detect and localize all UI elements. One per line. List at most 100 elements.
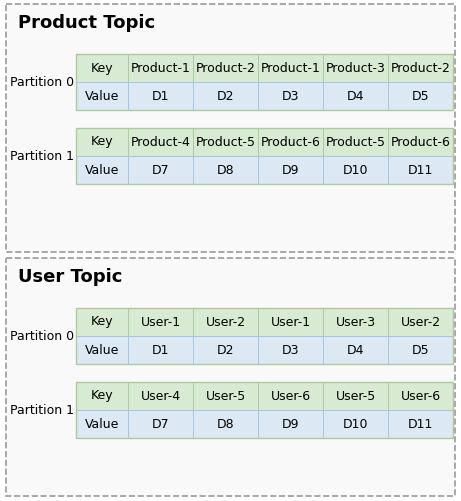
Bar: [76, 382, 128, 410]
Text: User-2: User-2: [401, 316, 441, 329]
Bar: [76, 54, 128, 82]
Bar: [323, 54, 388, 82]
Text: D8: D8: [217, 417, 234, 430]
Text: Value: Value: [85, 90, 119, 103]
Text: Product-3: Product-3: [325, 62, 385, 75]
Bar: [388, 336, 453, 364]
Bar: [193, 308, 258, 336]
Text: User-4: User-4: [141, 389, 181, 402]
Text: User-1: User-1: [141, 316, 181, 329]
Text: Product-5: Product-5: [195, 135, 255, 148]
Bar: [76, 54, 453, 110]
Text: User Topic: User Topic: [18, 268, 122, 286]
Text: User-1: User-1: [271, 316, 311, 329]
Bar: [6, 258, 455, 496]
Bar: [193, 336, 258, 364]
Bar: [128, 382, 193, 410]
Bar: [258, 156, 323, 184]
Text: User-6: User-6: [271, 389, 311, 402]
Bar: [128, 128, 193, 156]
Bar: [128, 82, 193, 110]
Bar: [258, 382, 323, 410]
Bar: [388, 382, 453, 410]
Text: Key: Key: [91, 316, 113, 329]
Text: Partition 0: Partition 0: [10, 76, 74, 89]
Bar: [76, 308, 453, 364]
Bar: [6, 4, 455, 252]
Text: D9: D9: [282, 417, 299, 430]
Text: Key: Key: [91, 389, 113, 402]
Text: Product-1: Product-1: [130, 62, 190, 75]
Text: D7: D7: [152, 417, 169, 430]
Text: D2: D2: [217, 90, 234, 103]
Text: D9: D9: [282, 163, 299, 176]
Bar: [76, 82, 128, 110]
Text: D4: D4: [347, 344, 364, 357]
Text: D5: D5: [412, 90, 429, 103]
Text: Product-6: Product-6: [390, 135, 450, 148]
Text: Product-4: Product-4: [130, 135, 190, 148]
Bar: [76, 336, 128, 364]
Bar: [193, 156, 258, 184]
Text: User-6: User-6: [401, 389, 441, 402]
Bar: [76, 128, 453, 184]
Text: User-2: User-2: [206, 316, 246, 329]
Bar: [193, 128, 258, 156]
Bar: [388, 82, 453, 110]
Text: D11: D11: [408, 163, 433, 176]
Text: D7: D7: [152, 163, 169, 176]
Text: Key: Key: [91, 135, 113, 148]
Text: Product-2: Product-2: [195, 62, 255, 75]
Bar: [128, 156, 193, 184]
Bar: [388, 128, 453, 156]
Bar: [323, 82, 388, 110]
Bar: [76, 410, 128, 438]
Text: User-3: User-3: [336, 316, 376, 329]
Bar: [128, 336, 193, 364]
Text: D3: D3: [282, 90, 299, 103]
Bar: [193, 410, 258, 438]
Bar: [128, 308, 193, 336]
Text: Product Topic: Product Topic: [18, 14, 155, 32]
Text: Product-5: Product-5: [325, 135, 385, 148]
Text: D10: D10: [343, 417, 368, 430]
Text: Value: Value: [85, 417, 119, 430]
Text: Partition 0: Partition 0: [10, 330, 74, 343]
Text: User-5: User-5: [205, 389, 246, 402]
Bar: [193, 82, 258, 110]
Text: D10: D10: [343, 163, 368, 176]
Text: D5: D5: [412, 344, 429, 357]
Text: Product-6: Product-6: [260, 135, 320, 148]
Text: D3: D3: [282, 344, 299, 357]
Text: Key: Key: [91, 62, 113, 75]
Text: D2: D2: [217, 344, 234, 357]
Bar: [388, 308, 453, 336]
Text: Partition 1: Partition 1: [10, 149, 74, 162]
Text: D1: D1: [152, 344, 169, 357]
Bar: [323, 156, 388, 184]
Bar: [258, 82, 323, 110]
Text: Value: Value: [85, 344, 119, 357]
Text: User-5: User-5: [335, 389, 376, 402]
Bar: [76, 308, 128, 336]
Bar: [323, 410, 388, 438]
Text: Value: Value: [85, 163, 119, 176]
Bar: [76, 128, 128, 156]
Bar: [388, 410, 453, 438]
Text: Product-2: Product-2: [390, 62, 450, 75]
Text: Partition 1: Partition 1: [10, 403, 74, 416]
Bar: [128, 410, 193, 438]
Text: D8: D8: [217, 163, 234, 176]
Bar: [258, 128, 323, 156]
Bar: [76, 382, 453, 438]
Bar: [128, 54, 193, 82]
Bar: [193, 382, 258, 410]
Bar: [388, 54, 453, 82]
Text: D1: D1: [152, 90, 169, 103]
Bar: [323, 336, 388, 364]
Bar: [323, 308, 388, 336]
Bar: [388, 156, 453, 184]
Bar: [193, 54, 258, 82]
Bar: [323, 128, 388, 156]
Bar: [258, 336, 323, 364]
